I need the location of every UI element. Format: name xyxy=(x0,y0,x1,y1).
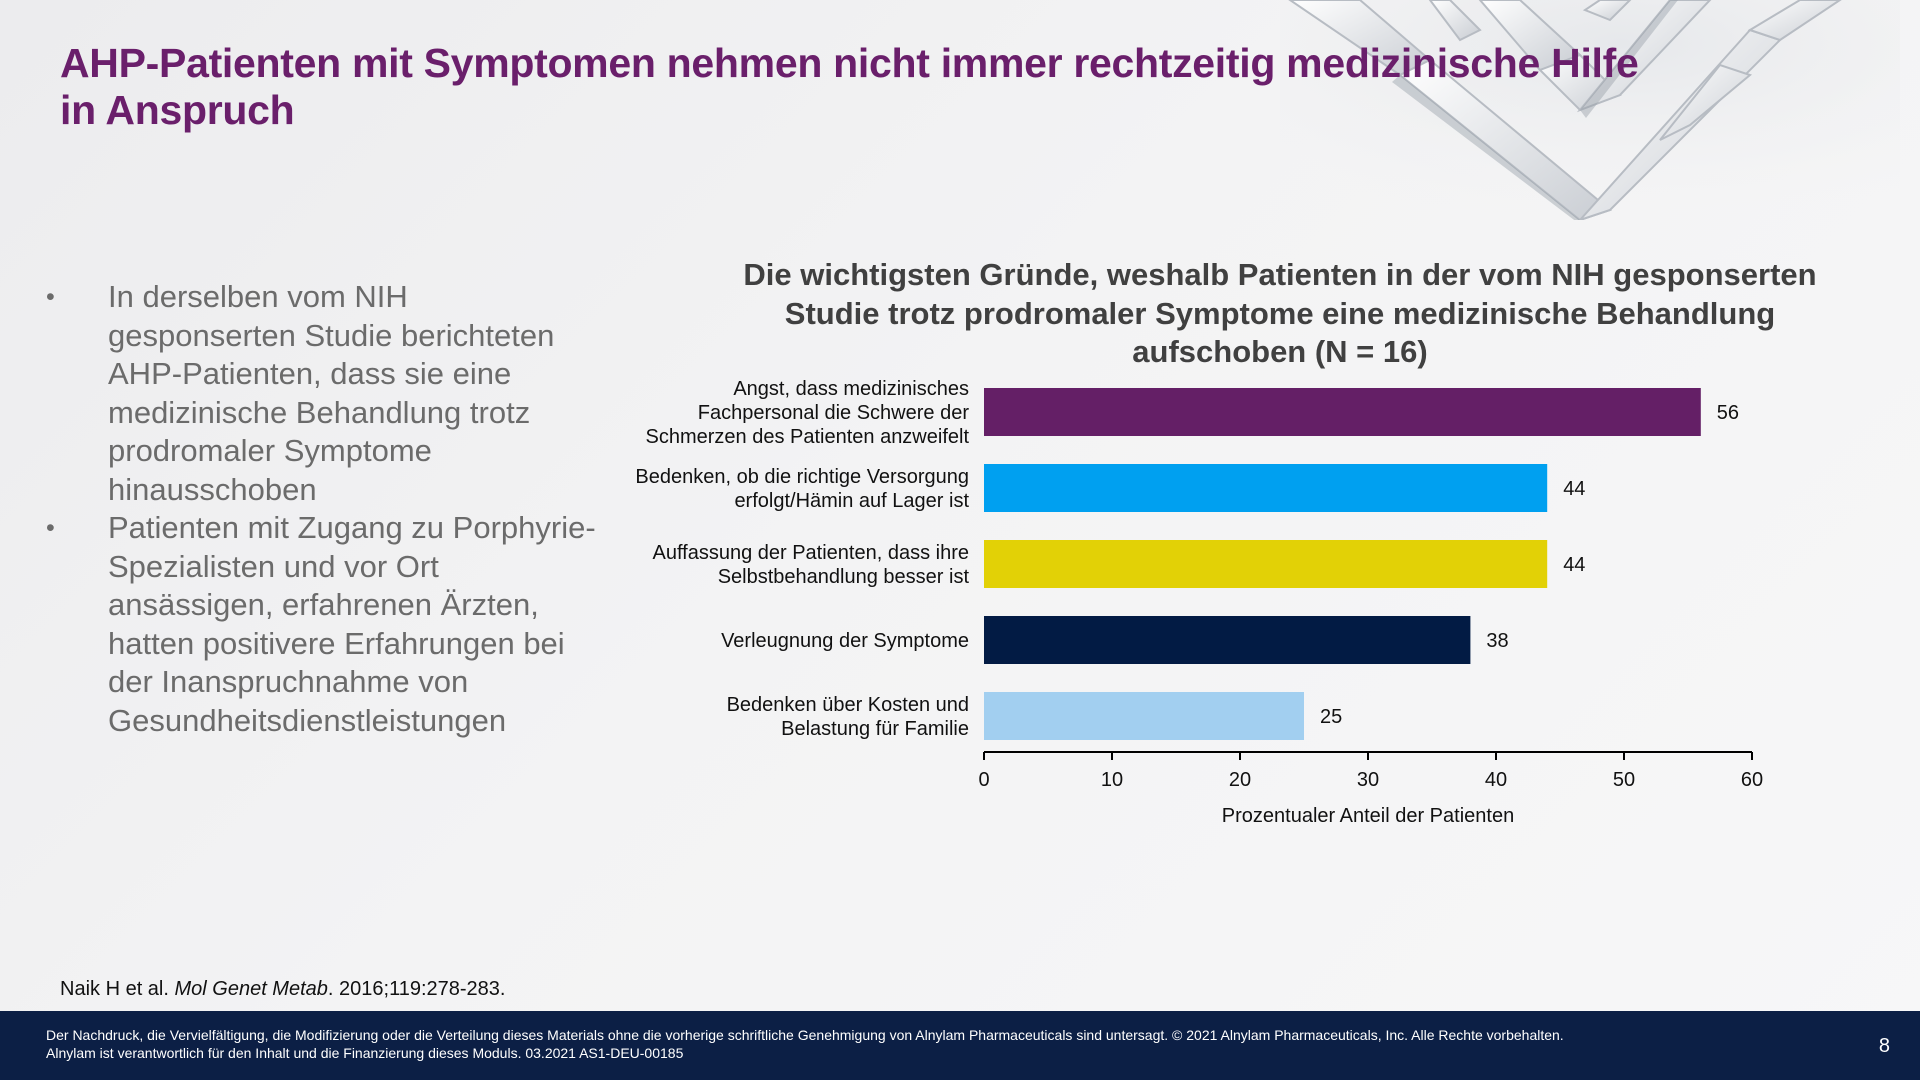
bar xyxy=(984,388,1701,436)
category-label: Schmerzen des Patienten anzweifelt xyxy=(645,426,969,448)
bar-value-label: 56 xyxy=(1717,402,1739,424)
bullet-text: In derselben vom NIH gesponserten Studie… xyxy=(108,279,555,507)
bar xyxy=(984,692,1304,740)
citation-journal: Mol Genet Metab xyxy=(174,978,328,1000)
category-label: Verleugnung der Symptome xyxy=(721,630,969,652)
category-label: Bedenken über Kosten und xyxy=(727,694,969,716)
citation-details: . 2016;119:278-283. xyxy=(327,978,506,1000)
bar-value-label: 38 xyxy=(1486,630,1508,652)
bar-value-label: 44 xyxy=(1563,554,1585,576)
footer-bar: Der Nachdruck, die Vervielfältigung, die… xyxy=(0,1011,1920,1080)
category-label: erfolgt/Hämin auf Lager ist xyxy=(734,490,969,512)
category-label: Angst, dass medizinisches xyxy=(733,378,969,400)
bullet-item: • In derselben vom NIH gesponserten Stud… xyxy=(40,278,600,509)
bar-chart: 56 Angst, dass medizinischesFachpersonal … xyxy=(635,378,1763,827)
bullet-list: • In derselben vom NIH gesponserten Stud… xyxy=(40,278,600,740)
x-tick-label: 30 xyxy=(1357,769,1379,791)
x-tick-label: 60 xyxy=(1741,769,1763,791)
citation: Naik H et al. Mol Genet Metab. 2016;119:… xyxy=(60,978,505,1001)
bullet-item: • Patienten mit Zugang zu Porphyrie-Spez… xyxy=(40,509,600,740)
bar xyxy=(984,464,1548,512)
x-tick-label: 50 xyxy=(1613,769,1635,791)
category-label: Auffassung der Patienten, dass ihre xyxy=(652,542,969,564)
bar-value-label: 25 xyxy=(1320,706,1342,728)
bar-value-label: 44 xyxy=(1563,478,1585,500)
x-tick-label: 20 xyxy=(1229,769,1251,791)
citation-authors: Naik H et al. xyxy=(60,978,175,1000)
footer-copyright-line: Der Nachdruck, die Vervielfältigung, die… xyxy=(46,1027,1564,1043)
maze-decoration-image xyxy=(1280,0,1900,220)
chart-title: Die wichtigsten Gründe, weshalb Patiente… xyxy=(743,257,1817,369)
category-label: Belastung für Familie xyxy=(781,718,969,740)
x-tick-label: 10 xyxy=(1101,769,1123,791)
footer-responsibility-line: Alnylam ist verantwortlich für den Inhal… xyxy=(46,1045,684,1061)
bullet-point-icon: • xyxy=(46,283,55,311)
x-tick-label: 40 xyxy=(1485,769,1507,791)
bar xyxy=(984,616,1471,664)
page-number: 8 xyxy=(1878,1035,1890,1057)
x-tick-label: 0 xyxy=(978,769,989,791)
category-label: Selbstbehandlung besser ist xyxy=(718,566,970,588)
x-axis-title: Prozentualer Anteil der Patienten xyxy=(1222,805,1514,827)
footer-legal-text: Der Nachdruck, die Vervielfältigung, die… xyxy=(46,1026,1826,1062)
bar xyxy=(984,540,1548,588)
category-label: Bedenken, ob die richtige Versorgung xyxy=(635,466,969,488)
bullet-text: Patienten mit Zugang zu Porphyrie-Spezia… xyxy=(108,510,596,738)
slide-title: AHP-Patienten mit Symptomen nehmen nicht… xyxy=(60,40,1639,133)
bullet-point-icon: • xyxy=(46,514,55,542)
maze-graphic xyxy=(1280,0,1900,220)
category-label: Fachpersonal die Schwere der xyxy=(698,402,970,424)
